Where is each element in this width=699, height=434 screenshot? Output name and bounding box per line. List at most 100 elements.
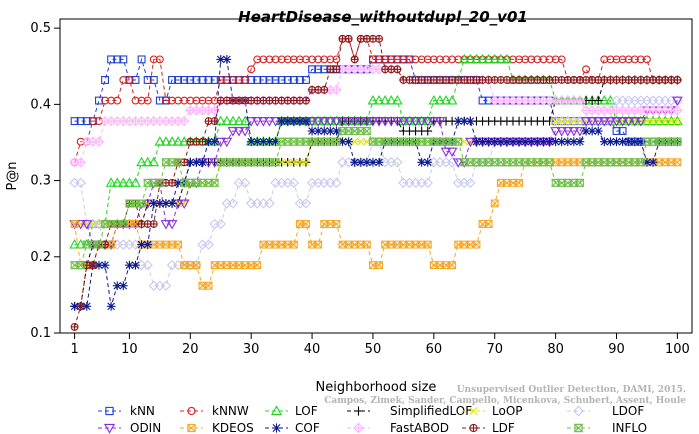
x-tick-label: 1: [70, 342, 78, 357]
data-point: [233, 115, 245, 126]
data-point: [379, 95, 391, 105]
data-point: [593, 126, 603, 136]
data-point: [568, 127, 580, 137]
data-point: [331, 84, 342, 96]
data-point: [209, 178, 220, 187]
y-tick-label: 0.4: [30, 97, 51, 112]
data-point: [435, 137, 445, 146]
data-point: [155, 178, 165, 187]
data-point: [611, 117, 622, 127]
data-point: [399, 55, 408, 64]
data-point: [185, 178, 196, 187]
data-point: [447, 137, 457, 146]
legend-marker: [353, 422, 364, 434]
data-point: [216, 158, 226, 167]
legend-item-simplifiedlof: SimplifiedLOF: [347, 404, 472, 418]
data-point: [459, 158, 470, 167]
data-point: [142, 259, 153, 271]
data-point: [228, 158, 238, 167]
data-point: [623, 158, 634, 167]
credit-line-1: Unsupervised Outlier Detection, DAMI, 20…: [457, 385, 686, 395]
data-point: [180, 76, 189, 84]
data-point: [124, 177, 135, 187]
data-point: [155, 199, 165, 208]
data-point: [95, 96, 103, 105]
data-point: [101, 96, 110, 105]
data-point: [385, 117, 397, 127]
legend-label: LOF: [295, 404, 318, 418]
data-point: [629, 117, 641, 127]
data-point: [440, 95, 452, 105]
data-point: [149, 55, 158, 64]
legend-label: LDOF: [612, 404, 644, 418]
legend-label: KDEOS: [212, 421, 254, 434]
data-point: [575, 137, 585, 147]
series-inflo: [69, 127, 683, 270]
series-ldof: [69, 95, 683, 291]
data-point: [264, 117, 275, 127]
data-point: [198, 96, 207, 105]
data-point: [69, 239, 80, 249]
data-point: [592, 117, 604, 127]
data-point: [271, 76, 280, 84]
data-point: [252, 137, 262, 147]
data-point: [88, 261, 97, 270]
data-point: [428, 117, 440, 127]
data-point: [314, 240, 323, 249]
data-point: [428, 95, 440, 105]
data-point: [265, 76, 274, 84]
data-point: [617, 117, 628, 127]
data-point: [349, 117, 361, 127]
data-point: [374, 157, 384, 167]
data-point: [465, 158, 476, 167]
data-point: [636, 55, 645, 64]
data-point: [137, 55, 146, 64]
data-point: [362, 127, 372, 135]
y-tick-label: 0.2: [30, 250, 51, 265]
legend-item-fastabod: FastABOD: [347, 421, 449, 434]
data-point: [161, 158, 171, 167]
data-point: [264, 198, 275, 209]
data-point: [550, 178, 561, 187]
data-point: [70, 322, 79, 331]
data-point: [313, 137, 323, 146]
data-point: [246, 158, 256, 167]
data-point: [343, 127, 354, 135]
data-point: [258, 137, 268, 147]
data-point: [210, 76, 219, 84]
data-point: [392, 157, 403, 168]
data-point: [119, 76, 128, 84]
data-point: [210, 117, 219, 126]
data-point: [337, 127, 348, 135]
data-point: [76, 117, 85, 126]
data-point: [174, 76, 183, 84]
data-point: [472, 137, 481, 147]
data-point: [618, 55, 627, 64]
y-tick-label: 0.5: [30, 21, 51, 36]
data-point: [416, 137, 427, 146]
data-point: [239, 127, 251, 137]
data-point: [197, 178, 208, 187]
data-point: [368, 157, 378, 167]
x-tick-label: 100: [665, 342, 690, 357]
data-point: [289, 76, 298, 84]
data-point: [539, 55, 548, 64]
data-point: [198, 76, 207, 84]
legend-item-loop: LoOP: [462, 404, 523, 418]
data-point: [173, 158, 183, 167]
data-point: [367, 95, 379, 105]
data-point: [82, 240, 92, 249]
data-point: [375, 55, 383, 64]
data-point: [538, 158, 549, 167]
data-point: [106, 301, 116, 311]
data-point: [112, 281, 122, 291]
data-point: [227, 198, 239, 209]
legend-item-knn: kNN: [98, 404, 155, 418]
data-point: [192, 76, 201, 84]
data-point: [605, 158, 616, 167]
data-point: [599, 137, 609, 147]
data-point: [131, 96, 140, 105]
data-point: [227, 127, 239, 137]
legend-marker: [271, 423, 282, 433]
data-point: [137, 96, 146, 105]
